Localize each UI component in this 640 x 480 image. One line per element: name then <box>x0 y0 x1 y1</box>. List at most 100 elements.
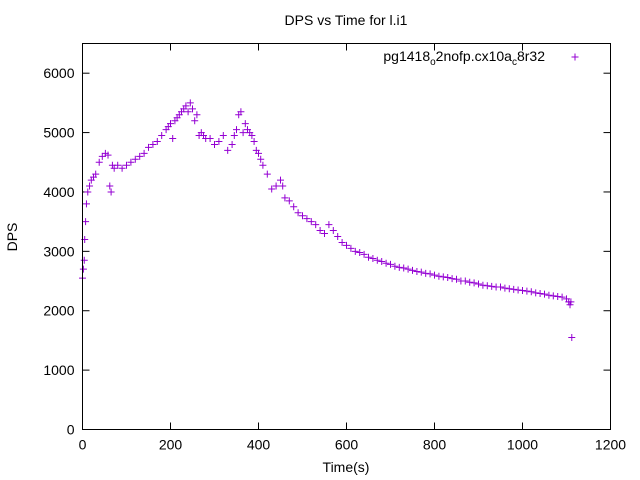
data-point <box>193 111 201 119</box>
data-point <box>497 283 504 291</box>
data-point <box>329 227 337 235</box>
data-point <box>277 176 284 184</box>
data-point <box>233 126 240 134</box>
data-point <box>519 287 526 295</box>
data-point <box>545 291 553 299</box>
data-point <box>505 285 513 293</box>
data-point <box>523 287 531 295</box>
data-point <box>303 215 311 223</box>
x-axis-label: Time(s) <box>323 459 370 475</box>
data-point <box>338 238 346 246</box>
data-point <box>136 152 144 160</box>
data-point <box>347 244 355 252</box>
data-point <box>281 194 289 202</box>
x-tick-label: 800 <box>423 437 447 453</box>
data-point <box>373 256 381 264</box>
data-point <box>483 282 491 290</box>
data-point <box>84 188 92 196</box>
data-point <box>82 218 90 226</box>
data-point <box>149 140 157 148</box>
data-point <box>466 278 474 286</box>
y-tick-label: 0 <box>67 422 75 438</box>
data-point <box>107 188 115 196</box>
data-point <box>453 275 460 283</box>
data-point <box>431 271 438 279</box>
legend-label-subscript: c <box>512 57 517 68</box>
y-tick-label: 6000 <box>43 65 74 81</box>
data-point <box>426 270 434 278</box>
legend-label-subscript: o <box>430 57 436 68</box>
data-point <box>86 182 94 190</box>
data-point <box>312 221 320 229</box>
data-point <box>475 280 482 288</box>
y-tick-label: 1000 <box>43 362 74 378</box>
plot-frame <box>82 43 611 430</box>
data-point <box>558 293 566 301</box>
data-point <box>167 120 174 128</box>
x-tick-label: 1200 <box>595 437 626 453</box>
y-tick-label: 3000 <box>43 243 74 259</box>
data-point <box>106 182 114 190</box>
data-point <box>514 286 522 294</box>
x-tick-label: 600 <box>335 437 359 453</box>
x-tick-label: 400 <box>247 437 271 453</box>
chart-title: DPS vs Time for l.i1 <box>285 12 408 28</box>
x-tick-label: 200 <box>159 437 183 453</box>
data-point <box>409 266 416 274</box>
data-point <box>123 161 130 169</box>
legend-label-part: 2nofp.cx10a <box>436 48 512 64</box>
data-point <box>527 288 535 296</box>
legend-label-part: pg1418 <box>383 48 430 64</box>
data-point <box>294 209 302 217</box>
data-point <box>131 155 139 163</box>
data-point <box>395 263 403 271</box>
data-point <box>263 170 271 178</box>
data-point <box>145 143 152 151</box>
data-point <box>501 284 509 292</box>
data-point <box>224 146 232 154</box>
data-point <box>541 290 548 298</box>
data-point <box>219 132 227 140</box>
data-point <box>536 290 544 298</box>
legend: pg1418o2nofp.cx10ac8r32 <box>383 48 579 68</box>
data-point <box>439 273 447 281</box>
data-point <box>554 292 562 300</box>
data-point <box>343 241 350 249</box>
data-point <box>365 253 372 261</box>
data-point <box>382 259 390 267</box>
data-point <box>272 182 280 190</box>
x-axis-ticks: 0 200 400 600 800 1000 1200 <box>79 43 626 453</box>
data-point <box>241 120 249 128</box>
data-point <box>360 250 368 258</box>
data-point <box>169 135 177 143</box>
data-point <box>549 292 557 300</box>
data-point <box>435 272 443 280</box>
series-points <box>79 99 576 341</box>
data-point <box>250 137 258 145</box>
data-point <box>470 279 478 287</box>
y-tick-label: 2000 <box>43 303 74 319</box>
data-point <box>257 155 265 163</box>
data-point <box>95 158 103 166</box>
data-point <box>140 149 148 157</box>
x-tick-label: 0 <box>79 437 87 453</box>
data-point <box>153 137 161 145</box>
y-axis-label: DPS <box>4 223 20 252</box>
data-point <box>299 212 306 220</box>
data-point <box>186 99 194 107</box>
data-point <box>568 333 576 341</box>
data-point <box>211 140 218 148</box>
data-point <box>510 285 518 293</box>
data-point <box>230 132 238 140</box>
data-point <box>259 161 267 169</box>
data-point <box>228 140 236 148</box>
data-point <box>158 132 166 140</box>
data-point <box>321 230 328 238</box>
data-point <box>316 227 324 235</box>
data-point <box>417 268 425 276</box>
data-point <box>400 264 408 272</box>
data-point <box>248 132 256 140</box>
data-point <box>479 281 487 289</box>
data-point <box>237 108 245 116</box>
data-point <box>422 269 430 277</box>
